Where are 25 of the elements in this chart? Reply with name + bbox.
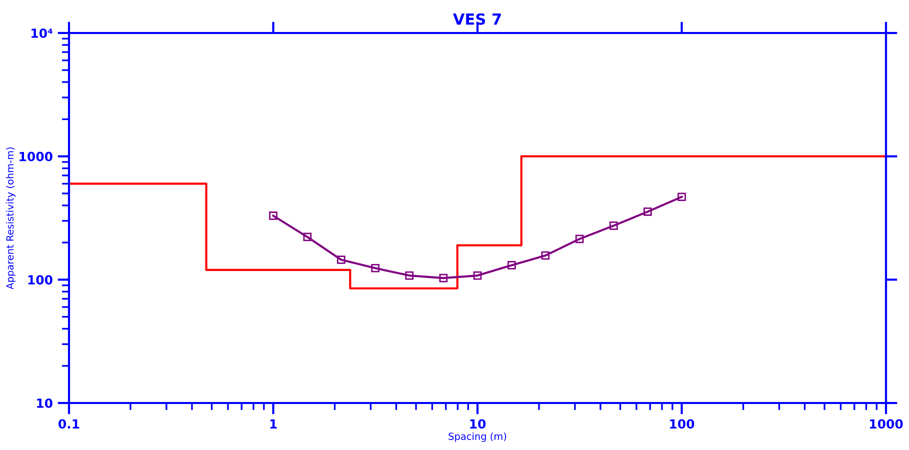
point	[644, 207, 652, 216]
point	[405, 271, 414, 280]
point	[371, 264, 380, 272]
x-tick-label: 1	[270, 419, 277, 428]
y-tick-label: 10	[37, 398, 52, 408]
point	[303, 232, 312, 242]
point	[473, 271, 482, 280]
chart-title: VES 7	[452, 13, 501, 25]
point	[439, 274, 448, 282]
point	[609, 222, 618, 230]
point	[541, 251, 550, 260]
point	[575, 234, 584, 244]
point	[508, 261, 516, 270]
x-tick-label: 100	[670, 419, 694, 429]
y-axis-title: Apparent Resistivity (ohm-m)	[6, 147, 16, 290]
x-tick-label: 0.1	[58, 419, 80, 429]
y-tick-label: 1000	[20, 152, 52, 162]
y-tick-label: 100	[28, 275, 52, 285]
x-tick-label: 1000	[870, 419, 903, 429]
x-axis-title: Spacing (m)	[448, 432, 506, 442]
y-tick-label: 10⁴	[32, 28, 53, 38]
point	[269, 212, 278, 220]
x-tick-label: 10	[470, 419, 486, 429]
point	[336, 256, 346, 264]
point	[678, 192, 686, 202]
